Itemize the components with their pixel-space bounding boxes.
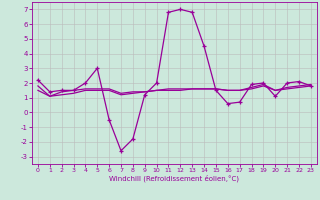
X-axis label: Windchill (Refroidissement éolien,°C): Windchill (Refroidissement éolien,°C) (109, 175, 239, 182)
